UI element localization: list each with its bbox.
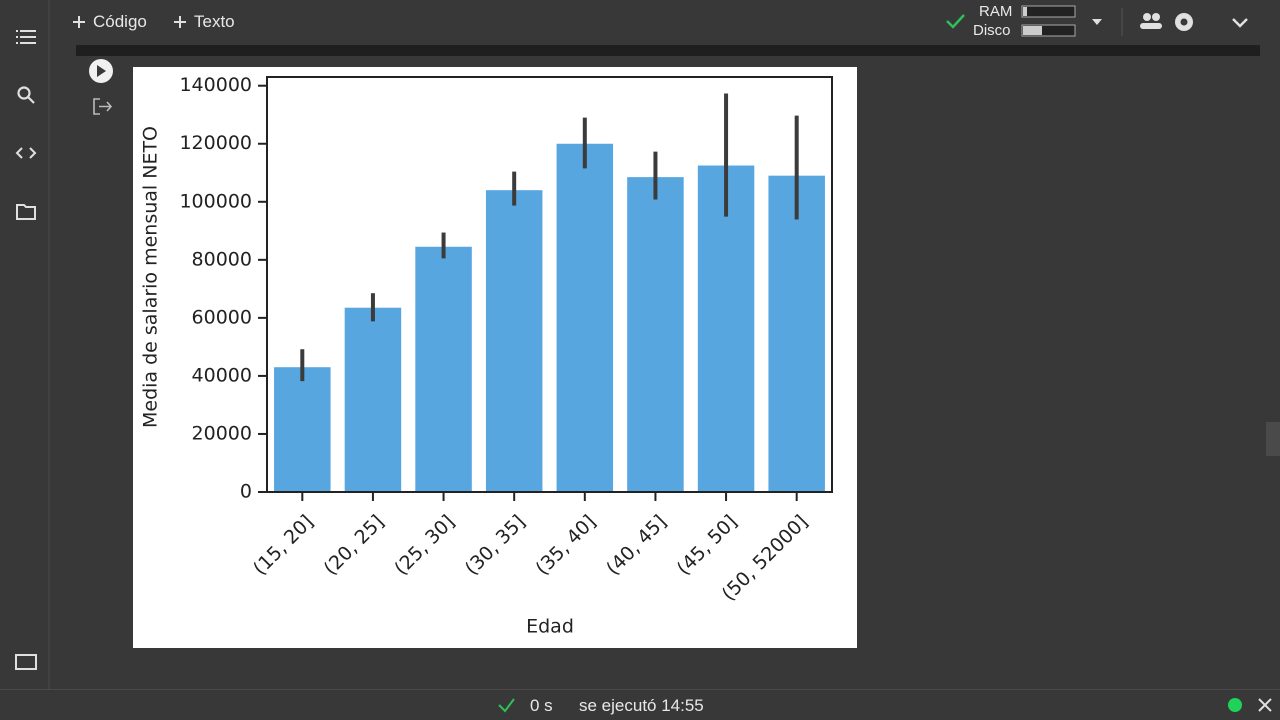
x-tick-label: (30, 35] xyxy=(461,511,530,580)
y-tick-label: 0 xyxy=(240,481,252,503)
run-triangle xyxy=(97,65,106,77)
close-icon[interactable] xyxy=(1258,698,1272,712)
disk-fill xyxy=(1023,26,1042,35)
ram-label: RAM xyxy=(979,3,1013,20)
duration: 0 s xyxy=(530,696,553,715)
terminal-icon[interactable] xyxy=(15,654,37,670)
y-axis-label: Media de salario mensual NETO xyxy=(140,126,162,428)
x-tick-label: (45, 50] xyxy=(673,511,742,580)
bar xyxy=(627,177,684,492)
x-tick-label: (15, 20] xyxy=(249,511,318,580)
files-icon[interactable] xyxy=(16,204,36,220)
bar xyxy=(274,367,331,492)
plot-frame xyxy=(266,76,833,493)
y-tick-label: 60000 xyxy=(192,306,252,328)
bar xyxy=(485,190,543,492)
ram-meter xyxy=(1021,5,1076,18)
y-tick-label: 40000 xyxy=(192,364,252,386)
search-icon[interactable] xyxy=(17,86,35,104)
status-check xyxy=(498,698,515,713)
disk-label: Disco xyxy=(973,22,1011,39)
bar xyxy=(697,165,755,492)
status-dot xyxy=(1228,698,1242,712)
cell-strip xyxy=(76,45,1260,56)
share-icon[interactable] xyxy=(1140,13,1162,29)
bar xyxy=(768,175,825,492)
chart: Edad Media de salario mensual NETO 0 2000… xyxy=(133,67,857,648)
add-code-button[interactable]: Código xyxy=(93,12,147,31)
settings-icon[interactable] xyxy=(1175,13,1193,31)
code-icon[interactable] xyxy=(15,147,37,159)
x-tick-label: (40, 45] xyxy=(602,511,671,580)
collapse-icon[interactable] xyxy=(1232,18,1248,28)
output-icon[interactable] xyxy=(93,98,113,115)
bar xyxy=(344,307,402,492)
bar xyxy=(415,246,472,492)
y-tick-label: 80000 xyxy=(192,248,252,270)
y-tick-label: 100000 xyxy=(179,190,252,212)
x-tick-label: (20, 25] xyxy=(320,511,389,580)
bar xyxy=(556,143,614,492)
plus-icons xyxy=(73,16,186,28)
y-tick-label: 20000 xyxy=(192,422,252,444)
add-text-button[interactable]: Texto xyxy=(194,12,235,31)
resources-dropdown[interactable] xyxy=(1092,19,1102,25)
sidebar xyxy=(0,0,49,690)
disk-meter xyxy=(1021,24,1076,37)
y-tick-label: 120000 xyxy=(179,132,252,154)
scrollbar[interactable] xyxy=(1266,422,1280,456)
x-axis-label: Edad xyxy=(526,616,574,638)
x-tick-label: (35, 40] xyxy=(531,511,600,580)
x-tick-label: (25, 30] xyxy=(390,511,459,580)
executed-time: se ejecutó 14:55 xyxy=(579,696,704,715)
connected-check xyxy=(946,14,965,29)
status-bar xyxy=(0,690,1280,720)
ram-fill xyxy=(1023,7,1027,16)
toc-icon[interactable] xyxy=(16,30,36,44)
y-tick-label: 140000 xyxy=(179,74,252,96)
